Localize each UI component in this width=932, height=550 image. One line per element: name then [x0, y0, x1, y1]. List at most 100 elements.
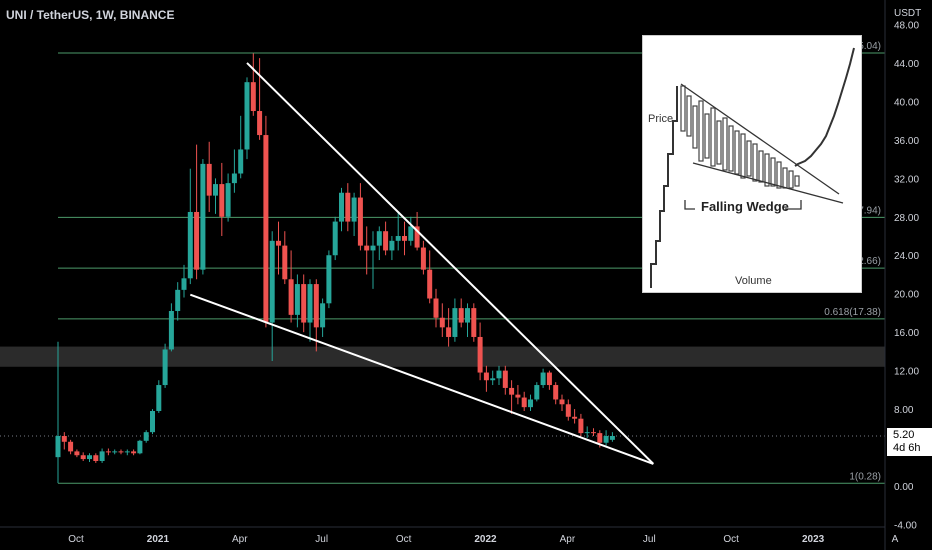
candle-body — [534, 385, 540, 400]
current-price-tag: 5.20 4d 6h — [887, 428, 932, 456]
candle-body — [187, 211, 193, 279]
fib-level-label: 1(0.28) — [849, 471, 881, 482]
candle-body — [383, 231, 389, 251]
price-tick-label: 8.00 — [894, 405, 914, 416]
inset-bar — [680, 85, 686, 132]
candle-body — [231, 173, 237, 184]
inset-bar — [770, 157, 776, 187]
candle-body — [572, 416, 578, 419]
candle-body — [143, 432, 149, 441]
wedge-trendline-upper[interactable] — [246, 62, 655, 465]
candle-body — [263, 135, 269, 323]
candle-body — [87, 455, 92, 460]
inset-bar — [782, 167, 788, 189]
candle-body — [389, 240, 395, 251]
candle-body — [326, 255, 332, 304]
candle-body — [591, 432, 596, 434]
candle-body — [150, 411, 155, 433]
price-tick-label: 32.00 — [894, 174, 919, 185]
candle-body — [206, 163, 212, 196]
price-tick-label: 0.00 — [894, 482, 914, 493]
price-tick-label: 28.00 — [894, 213, 919, 224]
support-zone — [0, 346, 885, 367]
candle-body — [313, 284, 319, 328]
candle-body — [269, 240, 275, 323]
candle-body — [351, 197, 357, 222]
candle-body — [490, 378, 496, 381]
chart-title: UNI / TetherUS, 1W, BINANCE — [6, 8, 175, 22]
inset-bar — [776, 161, 782, 189]
inset-bar — [752, 143, 758, 182]
inset-lower-line — [692, 162, 844, 204]
inset-price-rise — [650, 86, 678, 288]
candle-body — [345, 192, 351, 222]
candle-body — [458, 308, 464, 323]
candle-body — [93, 455, 99, 462]
candle-body — [124, 451, 130, 453]
inset-bar — [704, 113, 710, 159]
candle-body — [540, 372, 546, 386]
candle-body — [332, 221, 338, 256]
inset-bar — [740, 133, 746, 179]
candle-body — [294, 284, 300, 315]
candle-body — [61, 436, 67, 442]
inset-bar — [734, 130, 740, 175]
candle-body — [168, 311, 174, 350]
time-tick-label: Oct — [68, 534, 84, 545]
candle-body — [68, 441, 74, 452]
candle-body — [376, 231, 382, 246]
candle-body — [257, 111, 263, 136]
candle-body — [244, 82, 250, 150]
fib-level-label: 0.618(17.38) — [824, 307, 881, 318]
candle-body — [55, 436, 61, 458]
inset-bar — [764, 153, 770, 187]
candle-body — [471, 308, 477, 337]
candle-body — [250, 82, 256, 112]
inset-bar — [692, 105, 698, 149]
candle-body — [339, 192, 344, 222]
candle-body — [276, 240, 281, 246]
candle-body — [137, 440, 143, 454]
candle-body — [546, 372, 552, 386]
inset-bar — [698, 100, 704, 162]
time-tick-label: Apr — [560, 534, 576, 545]
candle-body — [99, 451, 105, 462]
inset-price-label: Price — [648, 113, 674, 125]
candle-body — [162, 349, 168, 386]
candle-body — [420, 247, 426, 270]
candle-body — [452, 308, 458, 337]
inset-pattern-label: Falling Wedge — [701, 199, 789, 214]
candle-body — [578, 418, 584, 434]
bar-countdown: 4d 6h — [893, 442, 921, 454]
candle-body — [559, 399, 565, 405]
price-tick-label: 20.00 — [894, 290, 919, 301]
inset-bracket-right — [785, 200, 802, 210]
candle-body — [194, 211, 200, 270]
candle-body — [301, 284, 307, 323]
candle-body — [553, 385, 559, 400]
candle-body — [181, 278, 187, 290]
wedge-trendline-lower[interactable] — [189, 293, 654, 465]
inset-bar — [788, 170, 794, 189]
falling-wedge-diagram — [650, 47, 855, 288]
time-tick-label: 2023 — [802, 534, 825, 545]
inset-bar — [728, 125, 734, 172]
candle-body — [357, 197, 363, 246]
candle-body — [439, 317, 445, 328]
candle-body — [509, 387, 515, 395]
candle-body — [427, 269, 433, 299]
candle-body — [584, 432, 590, 434]
price-tick-label: 24.00 — [894, 251, 919, 262]
candle-body — [175, 289, 181, 312]
current-price: 5.20 — [893, 429, 915, 441]
candle-body — [225, 183, 231, 217]
inset-bar — [686, 95, 692, 137]
candle-body — [565, 404, 571, 417]
candle-body — [307, 284, 313, 323]
candle-body — [105, 451, 111, 453]
inset-bar — [722, 117, 728, 171]
price-axis[interactable] — [885, 0, 932, 550]
candle-body — [609, 436, 615, 440]
price-axis-unit: USDT — [894, 8, 921, 19]
candle-body — [118, 451, 124, 453]
